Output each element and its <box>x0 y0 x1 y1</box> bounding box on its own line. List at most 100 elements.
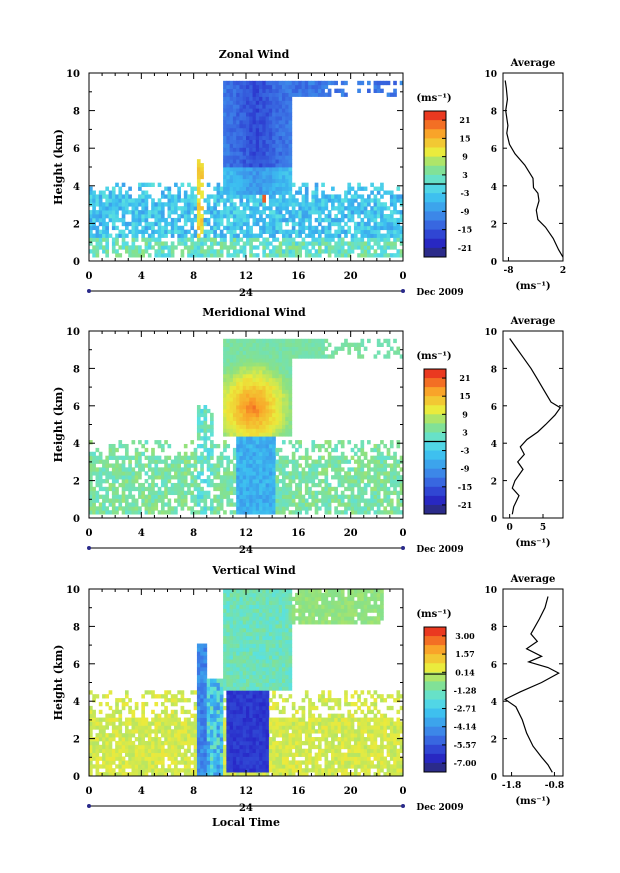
heatmap-cell <box>151 475 155 480</box>
heatmap-cell <box>246 131 250 137</box>
heatmap-cell <box>334 217 338 223</box>
heatmap-cell <box>203 744 208 750</box>
heatmap-cell <box>252 88 257 93</box>
heatmap-cell <box>278 100 283 105</box>
heatmap-cell <box>386 233 391 238</box>
heatmap-cell <box>226 147 231 152</box>
heatmap-cell <box>236 377 240 383</box>
heatmap-cell <box>213 713 217 718</box>
heatmap-cell <box>262 479 267 484</box>
heatmap-cell <box>301 506 306 511</box>
heatmap-cell <box>353 237 358 242</box>
heatmap-cell <box>347 471 352 476</box>
heatmap-cell <box>324 202 329 207</box>
heatmap-cell <box>301 182 306 187</box>
heatmap-cell <box>154 733 159 738</box>
heatmap-cell <box>239 143 244 148</box>
heatmap-cell <box>344 338 348 344</box>
heatmap-cell <box>124 764 129 769</box>
heatmap-cell <box>386 502 391 507</box>
heatmap-cell <box>183 467 188 472</box>
heatmap-cell <box>249 366 253 371</box>
heatmap-cell <box>226 245 231 250</box>
heatmap-cell <box>95 229 100 234</box>
heatmap-cell <box>363 186 368 191</box>
heatmap-cell <box>275 475 280 480</box>
heatmap-cell <box>147 459 152 464</box>
heatmap-cell <box>223 214 227 219</box>
heatmap-cell <box>321 206 325 211</box>
heatmap-cell <box>223 479 227 484</box>
heatmap-cell <box>262 221 267 227</box>
heatmap-cell <box>134 214 139 219</box>
heatmap-cell <box>242 443 247 449</box>
heatmap-cell <box>255 159 260 164</box>
heatmap-cell <box>259 143 263 148</box>
heatmap-cell <box>236 490 240 496</box>
heatmap-cell <box>396 498 401 503</box>
heatmap-cell <box>229 412 234 418</box>
heatmap-cell <box>229 190 234 195</box>
heatmap-cell <box>275 92 280 97</box>
heatmap-cell <box>272 436 276 441</box>
heatmap-cell <box>314 494 319 499</box>
heatmap-cell <box>115 764 119 769</box>
heatmap-cell <box>249 369 253 375</box>
heatmap-cell <box>216 482 221 488</box>
heatmap-cell <box>232 455 237 460</box>
heatmap-cell <box>357 482 361 488</box>
heatmap-cell <box>314 249 319 254</box>
heatmap-cell <box>285 167 289 172</box>
heatmap-cell <box>141 756 145 761</box>
heatmap-cell <box>311 354 316 359</box>
heatmap-cell <box>196 217 201 223</box>
heatmap-cell <box>265 412 270 418</box>
heatmap-cell <box>160 725 165 730</box>
heatmap-cell <box>187 748 191 754</box>
heatmap-cell <box>376 490 381 496</box>
heatmap-cell <box>331 475 335 480</box>
heatmap-cell <box>360 237 365 242</box>
heatmap-cell <box>324 338 329 344</box>
heatmap-cell <box>259 436 263 441</box>
heatmap-cell <box>242 385 247 390</box>
heatmap-cell <box>160 498 165 503</box>
heatmap-cell <box>167 740 172 746</box>
heatmap-cell <box>219 217 224 223</box>
heatmap-cell <box>89 241 93 246</box>
heatmap-cell <box>252 498 257 503</box>
heatmap-cell <box>373 471 378 476</box>
heatmap-cell <box>295 233 299 238</box>
heatmap-cell <box>232 408 237 414</box>
profile-x-label: (ms⁻¹) <box>515 538 550 549</box>
heatmap-cell <box>219 229 224 234</box>
heatmap-cell <box>262 178 267 184</box>
heatmap-cell <box>210 249 214 254</box>
heatmap-cell <box>301 202 306 207</box>
heatmap-cell <box>301 338 306 344</box>
heatmap-cell <box>275 178 280 184</box>
heatmap-cell <box>255 412 260 418</box>
heatmap-cell <box>102 498 106 503</box>
heatmap-cell <box>223 104 227 109</box>
heatmap-cell <box>268 135 273 140</box>
heatmap-cell <box>111 752 116 757</box>
heatmap-cell <box>373 459 378 464</box>
heatmap-cell <box>160 447 165 453</box>
heatmap-cell <box>246 510 250 515</box>
heatmap-cell <box>160 214 165 219</box>
heatmap-cell <box>295 214 299 219</box>
heatmap-cell <box>157 229 162 234</box>
heatmap-cell <box>317 92 322 97</box>
heatmap-cell <box>275 206 280 211</box>
heatmap-cell <box>216 768 221 773</box>
heatmap-cell <box>105 194 110 199</box>
heatmap-cell <box>134 510 139 515</box>
heatmap-cell <box>193 214 198 219</box>
heatmap-cell <box>347 249 352 254</box>
heatmap-cell <box>183 729 188 734</box>
heatmap-cell <box>177 772 181 777</box>
heatmap-cell <box>196 186 201 191</box>
heatmap-cell <box>151 768 155 773</box>
heatmap-cell <box>193 748 198 754</box>
